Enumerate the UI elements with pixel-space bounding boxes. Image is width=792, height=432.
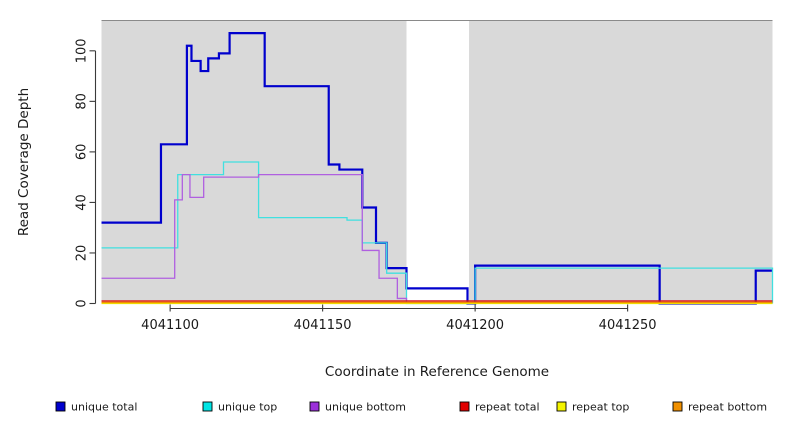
y-tick-label-0: 0 <box>75 299 90 307</box>
legend-label-repeat-top: repeat top <box>572 401 629 414</box>
legend-label-repeat-total: repeat total <box>475 401 540 414</box>
plot-background-layer <box>101 20 773 304</box>
legend-item-unique-top: unique top <box>202 401 277 414</box>
legend-item-unique-total: unique total <box>55 401 137 414</box>
legend-swatch-unique-bottom <box>309 401 320 412</box>
chart-legend: unique total unique top unique bottom repea… <box>55 401 767 414</box>
y-tick-label-5: 100 <box>75 38 90 63</box>
y-tick-label-1: 20 <box>75 245 90 262</box>
shaded-region-1 <box>469 20 773 304</box>
legend-label-unique-top: unique top <box>218 401 277 414</box>
series-line-unique-top <box>101 161 774 305</box>
legend-label-unique-total: unique total <box>71 401 137 414</box>
legend-item-repeat-top: repeat top <box>556 401 629 414</box>
y-tick-label-3: 60 <box>75 144 90 161</box>
x-tick-label-3: 4041250 <box>599 318 657 333</box>
legend-swatch-repeat-total <box>459 401 470 412</box>
axis-labels-layer: 0 20 40 60 80 100 4041100 4041150 4041200 4041250… <box>16 38 657 380</box>
legend-item-repeat-total: repeat total <box>459 401 540 414</box>
x-tick-label-1: 4041150 <box>294 318 352 333</box>
y-axis-title: Read Coverage Depth <box>16 88 32 236</box>
series-line-unique-bottom <box>101 173 773 302</box>
x-tick-label-2: 4041200 <box>446 318 504 333</box>
legend-swatch-unique-top <box>202 401 213 412</box>
y-tick-label-2: 40 <box>75 194 90 211</box>
legend-item-unique-bottom: unique bottom <box>309 401 406 414</box>
x-axis-title: Coordinate in Reference Genome <box>325 364 549 380</box>
x-tick-label-0: 4041100 <box>141 318 199 333</box>
y-tick-label-4: 80 <box>75 93 90 110</box>
legend-swatch-repeat-top <box>556 401 567 412</box>
legend-label-unique-bottom: unique bottom <box>325 401 406 414</box>
series-layer <box>101 32 774 305</box>
legend-label-repeat-bottom: repeat bottom <box>688 401 767 414</box>
legend-swatch-unique-total <box>55 401 66 412</box>
legend-swatch-repeat-bottom <box>672 401 683 412</box>
legend-item-repeat-bottom: repeat bottom <box>672 401 767 414</box>
axes-layer <box>89 50 629 312</box>
